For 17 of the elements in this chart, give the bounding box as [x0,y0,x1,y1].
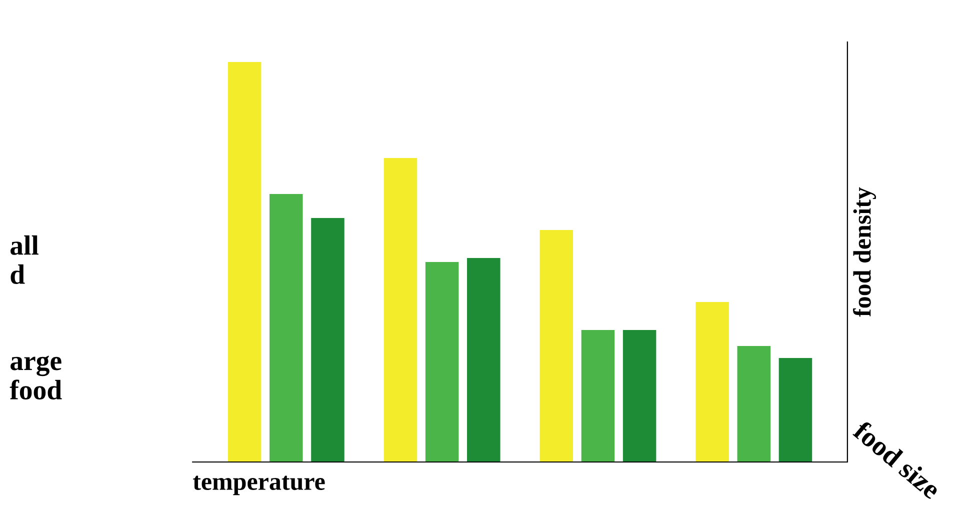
bar [270,194,303,462]
bar [778,358,812,462]
bar [311,218,344,462]
text: all d [10,235,38,284]
bar [467,258,500,462]
bar [425,262,459,462]
bar [581,330,615,462]
bar [540,230,574,462]
bar [737,346,771,462]
y-axis-title: food density [852,187,876,317]
bar [384,158,418,462]
bar [228,62,262,462]
x-axis-title: temperature [193,476,325,496]
bar [622,330,656,462]
bar [696,302,729,462]
text: food size [852,419,943,500]
text: arge food [10,356,62,400]
